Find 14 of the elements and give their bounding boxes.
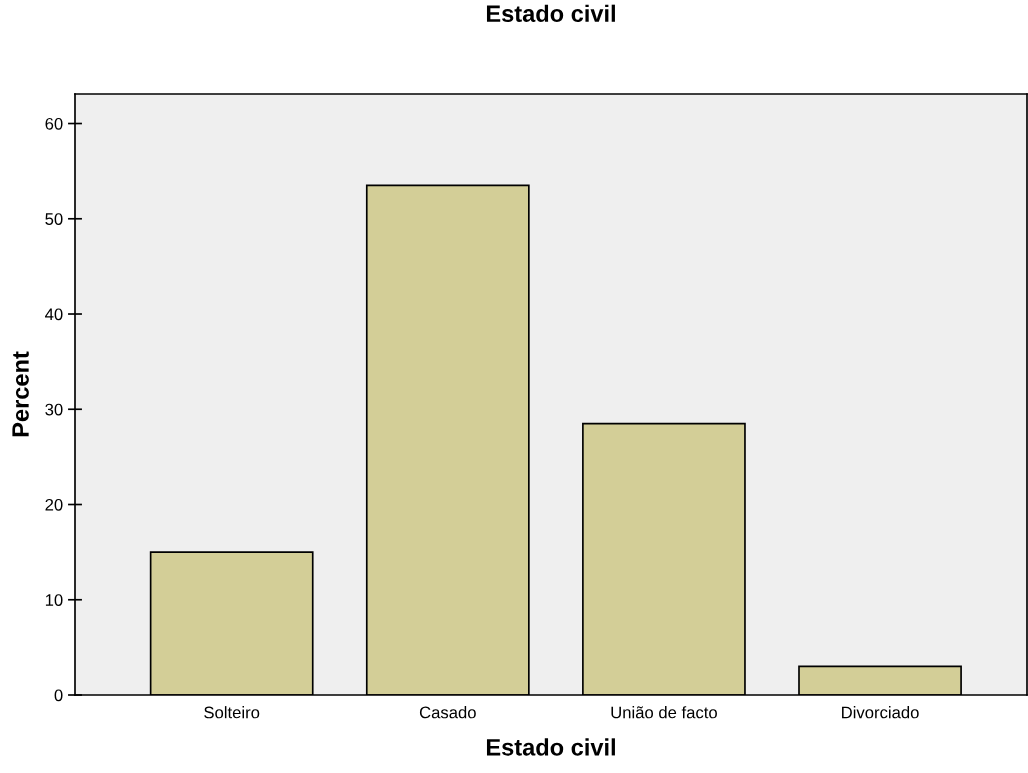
- x-tick-label: Solteiro: [204, 706, 260, 719]
- x-tick-label: União de facto: [611, 706, 717, 719]
- x-tick-label: Divorciado: [842, 706, 919, 719]
- y-tick-label: 50: [45, 213, 63, 225]
- y-tick-label: 20: [45, 498, 63, 511]
- y-axis-title: Percent: [12, 351, 29, 437]
- y-tick-label: 60: [45, 117, 63, 130]
- y-tick-label: 10: [45, 594, 63, 606]
- y-tick-label: 40: [45, 308, 63, 321]
- y-tick-label: 0: [54, 689, 63, 702]
- x-tick-label: Casado: [419, 706, 476, 719]
- x-axis-title: Estado civil: [486, 738, 615, 756]
- y-tick-label: 30: [45, 403, 63, 416]
- chart-title: Estado civil: [486, 4, 615, 23]
